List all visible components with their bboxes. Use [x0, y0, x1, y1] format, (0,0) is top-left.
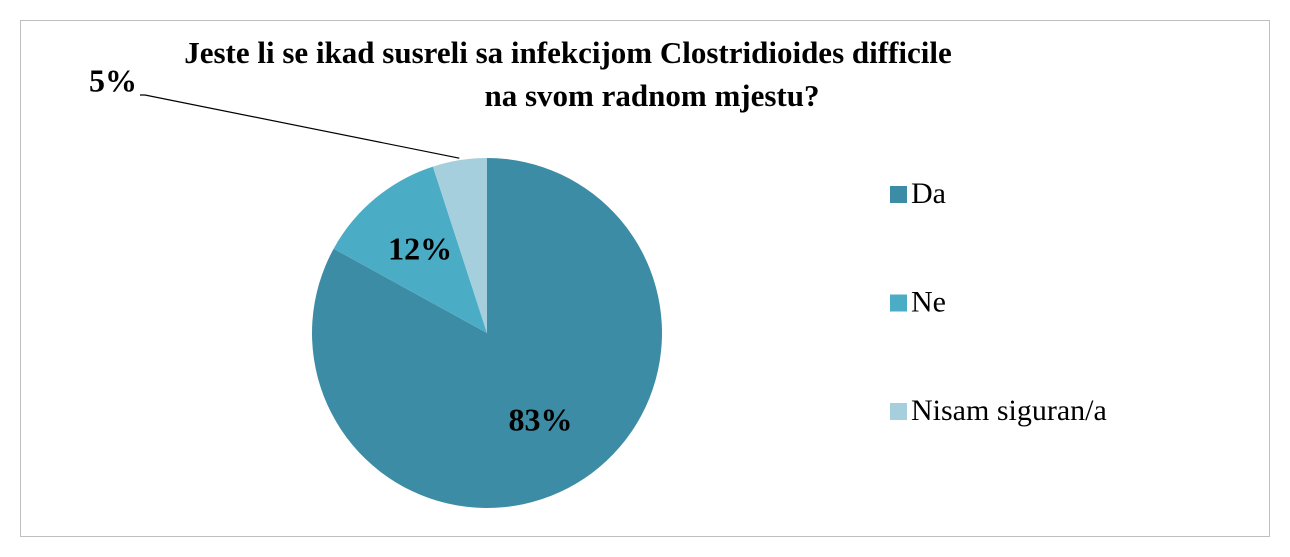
chart-title: Jeste li se ikad susreli sa infekcijom C…: [184, 35, 952, 70]
pie-slice: [333, 166, 487, 333]
legend-swatch: [890, 294, 907, 312]
legend-label: Ne: [911, 285, 946, 318]
chart-title: na svom radnom mjestu?: [485, 78, 820, 113]
legend-label: Da: [911, 177, 946, 210]
pie-slice: [311, 158, 662, 508]
legend-swatch: [890, 403, 907, 420]
data-label: 12%: [388, 230, 452, 266]
data-label: 5%: [89, 62, 137, 98]
leader-line: [140, 94, 460, 159]
pie-slice: [432, 158, 487, 333]
data-label: 83%: [508, 402, 572, 438]
legend-label: Nisam siguran/a: [911, 394, 1107, 427]
legend-swatch: [890, 186, 907, 203]
